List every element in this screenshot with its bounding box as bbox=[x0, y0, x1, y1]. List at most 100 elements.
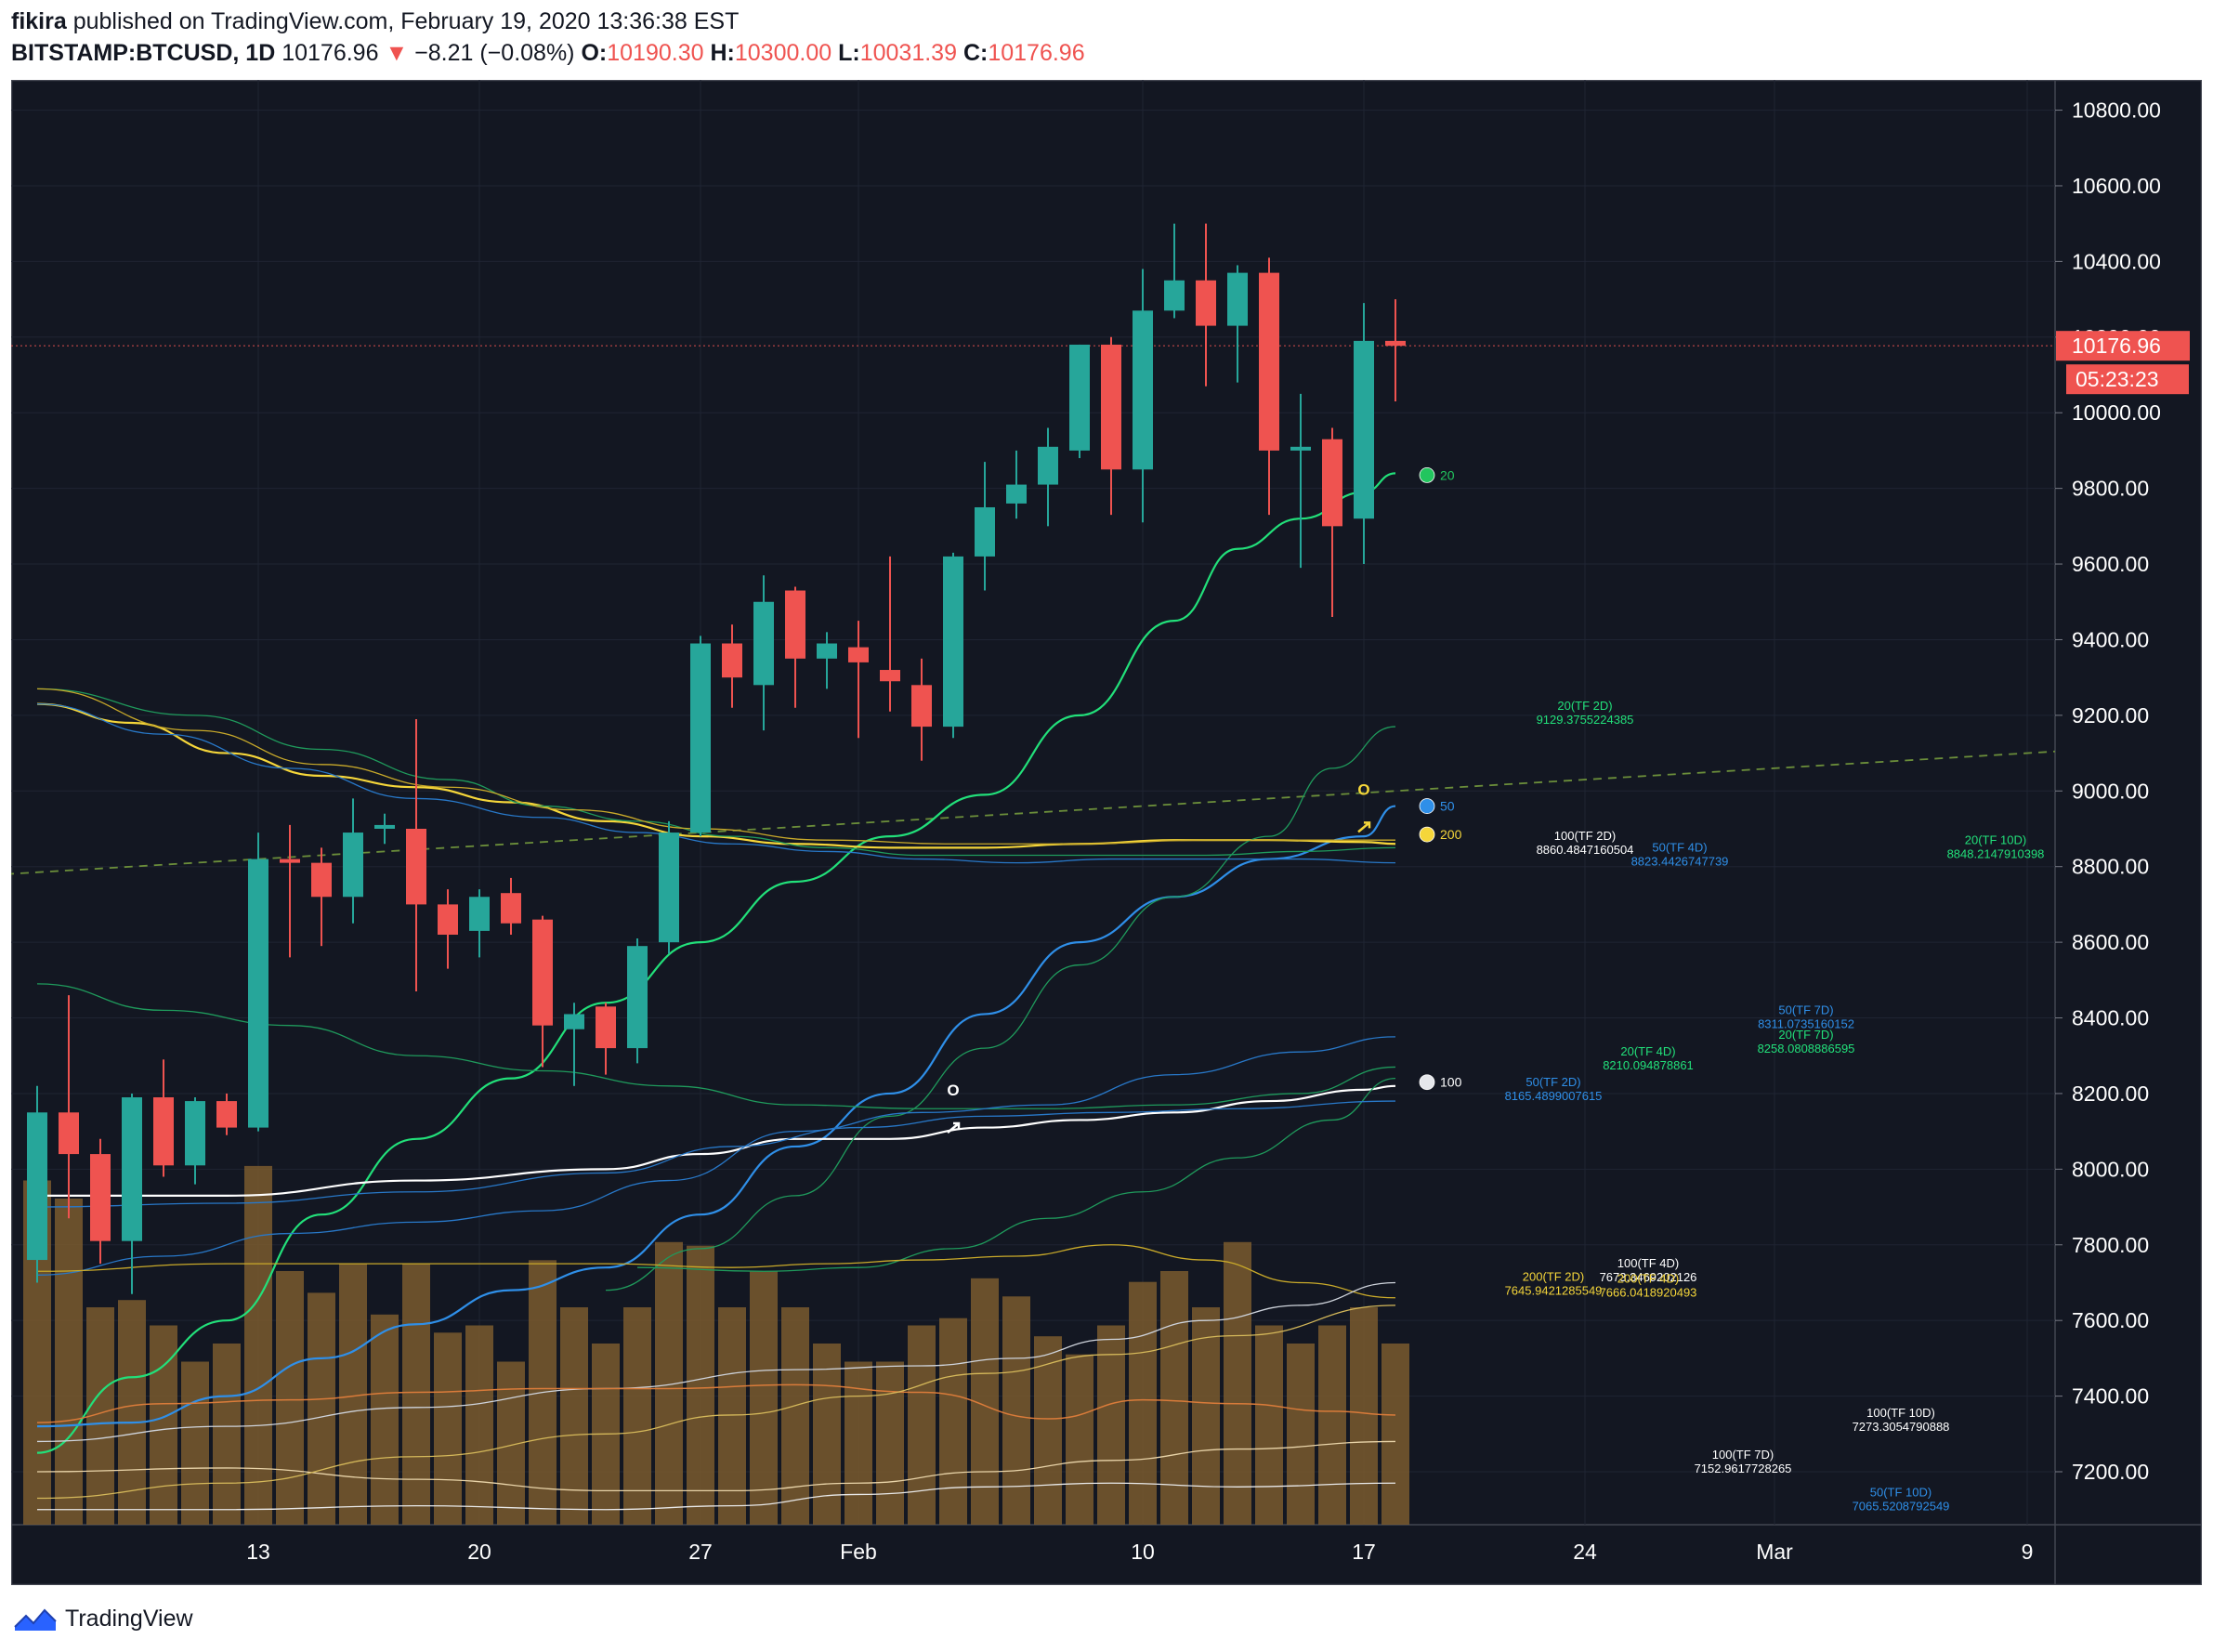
y-tick-label: 9000.00 bbox=[2072, 779, 2149, 803]
publish-info: fikira published on TradingView.com, Feb… bbox=[11, 7, 739, 35]
candle-body bbox=[438, 904, 458, 935]
volume-bar bbox=[371, 1314, 399, 1525]
candle-body bbox=[1069, 344, 1090, 451]
htf-ma-label: 100(TF 4D) bbox=[1617, 1256, 1679, 1270]
volume-bar bbox=[55, 1199, 83, 1525]
volume-bar bbox=[1318, 1325, 1346, 1525]
x-tick-label: 27 bbox=[688, 1540, 713, 1564]
candle-body bbox=[564, 1014, 584, 1029]
htf-ma-value: 8311.0735160152 bbox=[1758, 1016, 1854, 1030]
last-price-tag bbox=[2056, 331, 2190, 361]
tradingview-brand[interactable]: TradingView bbox=[65, 1605, 193, 1632]
candle bbox=[1227, 265, 1248, 383]
candle bbox=[469, 889, 490, 958]
candle-body bbox=[532, 919, 553, 1026]
volume-bar bbox=[339, 1264, 367, 1525]
htf-ma-label: 100(TF 2D) bbox=[1554, 829, 1616, 843]
vol-white-line bbox=[37, 1482, 1396, 1511]
candle bbox=[911, 658, 932, 761]
candle-body bbox=[280, 859, 300, 863]
volume-bar bbox=[465, 1325, 493, 1525]
symbol-label: BITSTAMP:BTCUSD, 1D bbox=[11, 40, 276, 66]
htf-ma-value: 7645.9421285549 bbox=[1505, 1283, 1603, 1297]
last-price-tag-label: 10176.96 bbox=[2072, 334, 2161, 358]
candle bbox=[817, 632, 837, 689]
y-tick-label: 7600.00 bbox=[2072, 1308, 2149, 1332]
htf-yellow-1-line bbox=[36, 1244, 1396, 1299]
candle-body bbox=[659, 833, 679, 943]
candle-body bbox=[153, 1097, 174, 1166]
low-value: 10031.39 bbox=[859, 40, 957, 66]
htf-green-1-line bbox=[36, 688, 1396, 857]
volume-bar bbox=[750, 1271, 778, 1525]
candle-body bbox=[880, 670, 900, 682]
htf-ma-value: 8165.4899007615 bbox=[1505, 1089, 1603, 1103]
candle-body bbox=[1038, 446, 1058, 485]
down-arrow-icon: ▼ bbox=[385, 40, 409, 66]
candle bbox=[343, 798, 363, 924]
candle bbox=[153, 1059, 174, 1177]
candle-body bbox=[1354, 340, 1374, 519]
x-tick-label: 20 bbox=[467, 1540, 491, 1564]
candle-body bbox=[1133, 310, 1153, 470]
countdown-tag-label: 05:23:23 bbox=[2076, 367, 2159, 391]
ma-marker-dot bbox=[1419, 466, 1435, 483]
volume-bar bbox=[244, 1165, 272, 1525]
volume-bar bbox=[1350, 1307, 1378, 1525]
htf-ma-label: 200(TF 2D) bbox=[1523, 1269, 1584, 1283]
y-tick-label: 8200.00 bbox=[2072, 1082, 2149, 1106]
candle bbox=[311, 847, 332, 947]
close-label: C: bbox=[962, 40, 989, 66]
candle bbox=[501, 877, 521, 935]
candle-body bbox=[975, 506, 995, 557]
candle bbox=[406, 718, 426, 992]
chart-panel[interactable]: 10800.0010600.0010400.0010200.0010000.00… bbox=[10, 79, 2203, 1586]
volume-bar bbox=[939, 1318, 967, 1525]
volume-bar bbox=[1192, 1307, 1220, 1525]
candle-body bbox=[596, 1006, 616, 1049]
dashed-trendline bbox=[11, 750, 2055, 875]
candle-body bbox=[690, 643, 711, 833]
ma-marker-label: 200 bbox=[1440, 827, 1462, 842]
volume-bar bbox=[687, 1245, 714, 1525]
candle-body bbox=[406, 828, 426, 905]
htf-ma-value: 8860.4847160504 bbox=[1537, 843, 1634, 857]
htf-ma-label: 20(TF 10D) bbox=[1965, 833, 2026, 846]
vol-tan-line bbox=[36, 1440, 1396, 1492]
candle bbox=[753, 575, 774, 731]
cross-arrow-icon bbox=[947, 1121, 961, 1134]
price-chart[interactable]: 10800.0010600.0010400.0010200.0010000.00… bbox=[10, 79, 2203, 1586]
htf-blue-3-line bbox=[36, 1100, 1396, 1208]
tradingview-logo-icon[interactable] bbox=[13, 1605, 58, 1632]
volume-bar bbox=[1002, 1296, 1030, 1525]
x-tick-label: 10 bbox=[1131, 1540, 1155, 1564]
candle-body bbox=[1259, 272, 1279, 451]
vol-orange-line bbox=[36, 1383, 1396, 1423]
volume-bar bbox=[276, 1271, 304, 1525]
candle-body bbox=[627, 946, 648, 1049]
author-name[interactable]: fikira bbox=[11, 8, 67, 34]
htf-ma-value: 7666.0418920493 bbox=[1600, 1285, 1697, 1299]
volume-bar bbox=[908, 1325, 936, 1525]
y-tick-label: 10400.00 bbox=[2072, 249, 2161, 273]
htf-ma-label: 20(TF 7D) bbox=[1778, 1028, 1833, 1042]
y-tick-label: 10600.00 bbox=[2072, 174, 2161, 198]
volume-bar bbox=[1097, 1325, 1125, 1525]
candle bbox=[1196, 223, 1216, 387]
ma-marker-dot bbox=[1419, 826, 1435, 843]
candle bbox=[1354, 303, 1374, 565]
candle bbox=[1322, 427, 1342, 618]
htf-ma-value: 7152.9617728265 bbox=[1695, 1462, 1792, 1475]
y-tick-label: 8400.00 bbox=[2072, 1006, 2149, 1030]
volume-bar bbox=[434, 1332, 462, 1525]
candle bbox=[975, 462, 995, 591]
candle-body bbox=[817, 643, 837, 659]
volume-bar bbox=[1381, 1344, 1409, 1525]
volume-bar bbox=[718, 1307, 746, 1525]
volume-bar bbox=[1255, 1325, 1283, 1525]
htf-yellow-2-line bbox=[36, 688, 1395, 845]
htf-ma-value: 8848.2147910398 bbox=[1947, 846, 2045, 860]
x-tick-label: 9 bbox=[2022, 1540, 2034, 1564]
volume-bar bbox=[1224, 1241, 1251, 1525]
candle bbox=[880, 556, 900, 712]
